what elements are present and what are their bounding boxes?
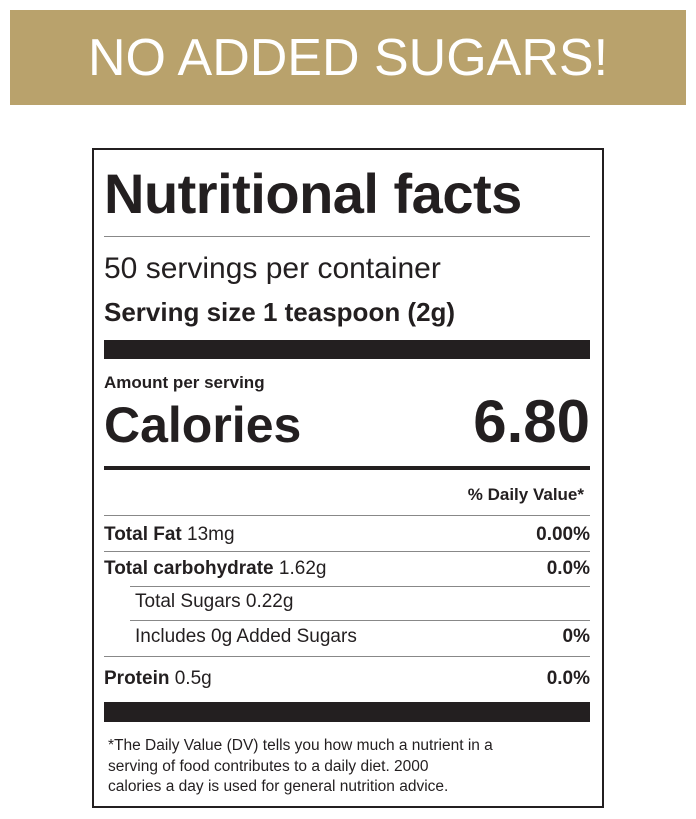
row-label: Total Sugars 0.22g: [135, 591, 294, 612]
divider: [104, 466, 590, 470]
row-label: Total carbohydrate 1.62g: [104, 558, 326, 580]
nutrient: Total carbohydrate: [104, 558, 274, 579]
banner-title: NO ADDED SUGARS!: [87, 29, 609, 87]
row-label: Total Fat 13mg: [104, 524, 235, 546]
servings: 50 servings per container: [104, 252, 441, 285]
amount: 13mg: [187, 524, 235, 545]
divider: [130, 586, 590, 587]
divider: [104, 236, 590, 237]
divider: [104, 515, 590, 516]
divider: [130, 620, 590, 621]
row-label: Includes 0g Added Sugars: [135, 626, 357, 647]
dv: 0.0%: [546, 668, 590, 689]
amount: 1.62g: [278, 558, 327, 579]
footnote-line: calories a day is used for general nutri…: [108, 778, 449, 795]
dv: 0.00%: [536, 524, 590, 545]
footnote: *The Daily Value (DV) tells you how much…: [108, 736, 493, 798]
dv: 0%: [562, 626, 590, 647]
calories-value: 6.80: [473, 388, 590, 455]
dv: 0.0%: [546, 558, 590, 579]
footnote-line: *The Daily Value (DV) tells you how much…: [108, 737, 493, 754]
amount-per-serving: Amount per serving: [104, 373, 265, 392]
row-label: Protein 0.5g: [104, 668, 212, 690]
amount: 0.5g: [174, 668, 212, 689]
daily-value-header: % Daily Value*: [467, 485, 584, 504]
label-box: [92, 148, 604, 808]
nutrient: Total Fat: [104, 524, 182, 545]
banner: [10, 10, 686, 105]
divider: [104, 656, 590, 657]
thick-bar: [104, 340, 590, 359]
calories-label: Calories: [104, 397, 302, 453]
label-title: Nutritional facts: [104, 162, 522, 225]
footnote-line: serving of food contributes to a daily d…: [108, 757, 429, 775]
serving-size: Serving size 1 teaspoon (2g): [104, 297, 456, 327]
nutrient: Protein: [104, 668, 170, 689]
thick-bar: [104, 702, 590, 722]
divider: [104, 551, 590, 552]
